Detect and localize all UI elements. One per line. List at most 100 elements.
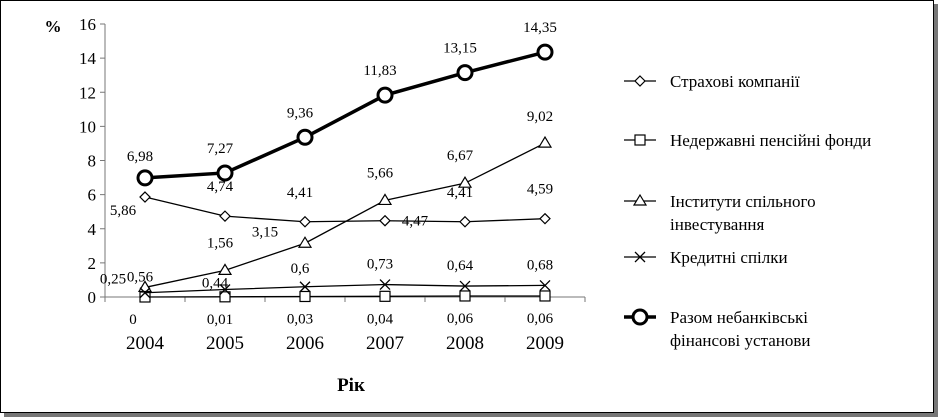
data-label: 0,01	[207, 312, 233, 328]
data-point	[299, 281, 311, 293]
data-point	[539, 290, 551, 302]
data-label: 0,04	[367, 311, 394, 327]
data-point	[634, 134, 646, 146]
data-point	[459, 280, 471, 292]
data-point	[631, 308, 649, 326]
x-tick-label: 2006	[286, 333, 324, 354]
data-label: 1,56	[207, 235, 234, 251]
data-point	[216, 164, 234, 182]
data-label: 6,98	[127, 149, 153, 165]
legend-label: Кредитні спілки	[670, 248, 788, 267]
series-circle: 6,98 7,27 9,36 11,83 13,15 14,35	[127, 20, 557, 187]
data-point	[539, 279, 551, 291]
y-tick-label: 10	[79, 117, 96, 136]
legend-label-line: Інститути спільного	[670, 192, 816, 211]
data-label: 6,67	[447, 148, 474, 164]
data-label: 0,56	[127, 269, 154, 285]
data-point	[219, 284, 231, 295]
data-label: 5,86	[110, 203, 137, 219]
data-label: 0,64	[447, 258, 474, 274]
series-triangle: 0,56 1,56 3,15 5,66 6,67 9,02	[127, 109, 553, 293]
legend-label-line: інвестування	[670, 215, 765, 234]
x-tick-label: 2007	[366, 333, 404, 354]
data-point	[634, 251, 646, 263]
data-label: 0	[129, 312, 137, 328]
data-point	[537, 135, 553, 148]
data-point	[459, 290, 471, 302]
data-label: 0,25	[100, 272, 126, 288]
data-label: 5,66	[367, 165, 394, 181]
data-label: 14,35	[523, 20, 557, 36]
data-point	[139, 287, 151, 299]
data-point	[136, 169, 154, 187]
data-point	[459, 215, 471, 228]
legend-label: Інститути спільного інвестування	[670, 192, 816, 234]
series-line	[144, 196, 546, 223]
data-label: 4,41	[447, 185, 473, 201]
data-label: 0,73	[367, 257, 393, 273]
x-tick-label: 2009	[526, 333, 564, 354]
data-label: 7,27	[207, 141, 234, 157]
data-point	[456, 64, 474, 82]
data-point	[457, 176, 473, 188]
series-square: 0 0,01 0,03 0,04 0,06 0,06	[129, 290, 554, 328]
series-diamond: 5,86 4,74 4,41 4,47 4,41 4,59	[110, 179, 553, 230]
data-point	[379, 214, 391, 227]
data-point	[539, 212, 551, 225]
data-label: 4,47	[402, 214, 429, 230]
y-tick-label: 16	[79, 15, 96, 34]
y-tick-label: 6	[88, 186, 97, 205]
data-point	[377, 193, 393, 206]
legend-item: Інститути спільного інвестування	[624, 192, 816, 234]
y-tick-label: 14	[79, 49, 97, 68]
data-label: 0,6	[291, 261, 310, 277]
legend-item: Кредитні спілки	[624, 248, 788, 267]
data-point	[219, 291, 231, 303]
y-tick-label: 0	[88, 288, 97, 307]
y-tick-label: 8	[88, 152, 97, 171]
data-point	[379, 290, 391, 302]
series-line	[144, 50, 546, 180]
data-label: 0,06	[447, 311, 474, 327]
x-tick-label: 2008	[446, 333, 484, 354]
legend-item: Недержавні пенсійні фонди	[624, 131, 871, 150]
data-point	[632, 193, 648, 206]
x-axis-title: Рік	[337, 375, 365, 396]
data-point	[139, 191, 151, 203]
legend-label-line: Разом небанківські	[670, 308, 808, 327]
x-tick-label: 2005	[206, 333, 244, 354]
y-tick-label: 4	[88, 220, 97, 239]
data-label: 0,44	[202, 275, 229, 291]
data-label: 0,03	[287, 311, 313, 327]
data-label: 13,15	[443, 41, 477, 57]
data-point	[217, 263, 233, 275]
data-label: 0,68	[527, 257, 553, 273]
series-line	[144, 295, 545, 298]
series-line	[144, 142, 546, 289]
legend-label: Недержавні пенсійні фонди	[670, 131, 871, 150]
legend-label: Разом небанківські фінансові установи	[670, 308, 810, 350]
y-tick-label: 12	[79, 83, 96, 102]
series-line	[144, 283, 546, 294]
data-point	[299, 290, 311, 303]
y-tick-label: 2	[88, 254, 97, 273]
data-point	[299, 215, 311, 228]
data-label: 9,02	[527, 109, 553, 125]
data-label: 4,59	[527, 182, 553, 198]
data-label: 3,15	[252, 224, 278, 240]
data-point	[379, 279, 391, 291]
data-label: 4,41	[287, 185, 313, 201]
legend-label: Страхові компанії	[670, 72, 800, 91]
legend-item: Разом небанківські фінансові установи	[624, 308, 810, 350]
data-point	[297, 236, 313, 248]
x-tick-label: 2004	[126, 333, 165, 354]
data-point	[634, 75, 646, 87]
data-label: 4,74	[207, 179, 234, 195]
data-label: 11,83	[363, 63, 396, 79]
series-cross: 0,25 0,44 0,6 0,73 0,64 0,68	[100, 257, 553, 299]
legend-label-line: фінансові установи	[670, 331, 810, 350]
data-label: 0,06	[527, 311, 554, 327]
data-point	[376, 86, 394, 104]
